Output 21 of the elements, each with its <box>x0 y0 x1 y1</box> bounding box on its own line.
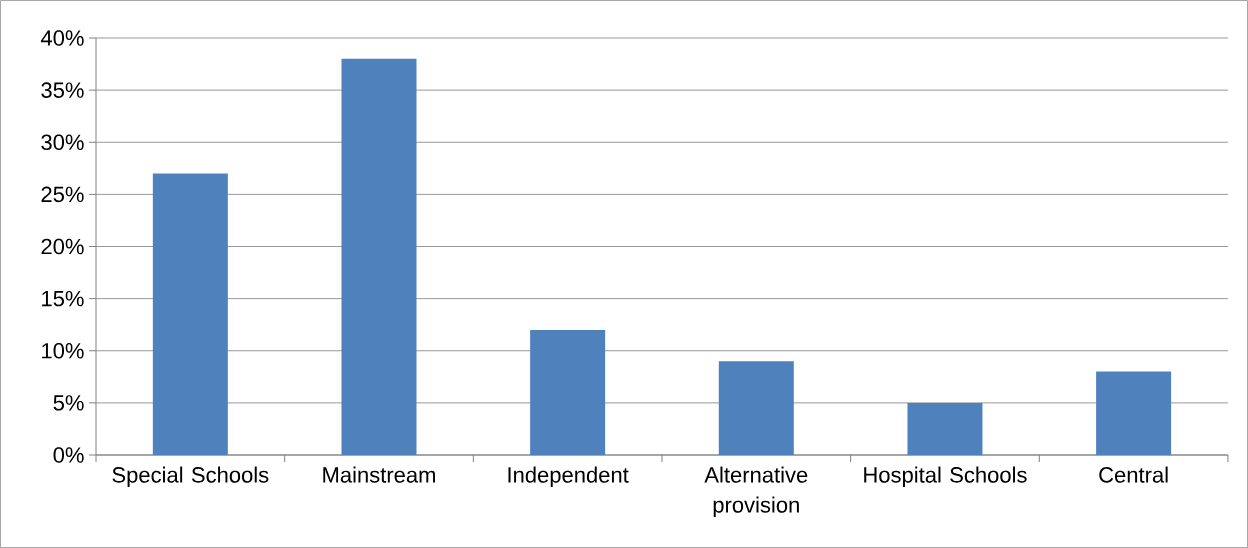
bar <box>1096 371 1172 455</box>
bar <box>530 329 606 455</box>
y-tick-label: 35% <box>41 82 84 98</box>
y-tick-label: 40% <box>40 30 84 46</box>
y-tick-label: 25% <box>41 186 84 203</box>
x-tick-label: Independent <box>508 466 629 488</box>
x-tick-label: Mainstream <box>323 466 435 483</box>
y-tick-label: 15% <box>42 290 84 307</box>
x-tick-label: Special Schools <box>112 466 269 488</box>
bar <box>341 58 417 455</box>
y-tick-label: 10% <box>42 342 84 359</box>
bar <box>907 402 983 455</box>
y-tick-label: 5% <box>53 395 84 411</box>
x-tick-label: Central <box>1099 466 1168 483</box>
x-tick-label: Alternative provision <box>704 466 808 518</box>
x-tick-label: Hospital Schools <box>864 466 1027 488</box>
bar <box>152 173 228 455</box>
y-tick-label: 20% <box>41 238 84 255</box>
y-tick-label: 0% <box>53 447 84 463</box>
y-tick-label: 30% <box>41 134 84 151</box>
bar <box>718 361 794 455</box>
